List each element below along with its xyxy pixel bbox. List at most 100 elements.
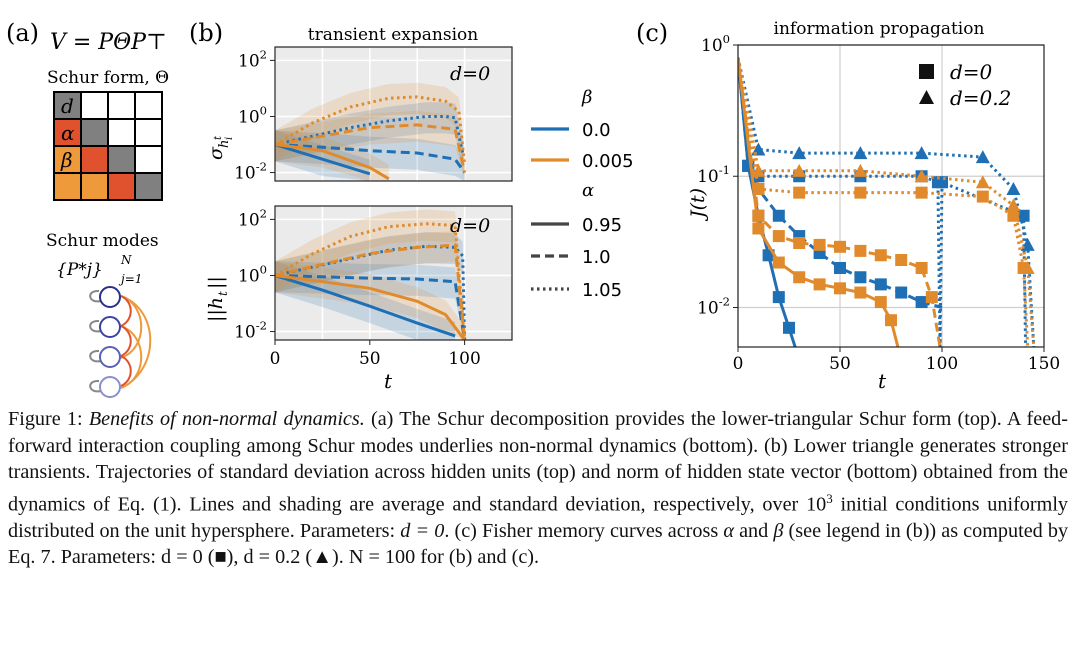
c-marker-triangle xyxy=(1006,181,1021,195)
c-marker-square xyxy=(874,296,887,309)
caption-beta: β xyxy=(773,519,784,542)
series-beta0.0-alpha0.95 xyxy=(275,143,371,176)
series-beta0.005-alpha1.0 xyxy=(275,243,467,340)
panel-a-equation: V = PΘP⊤ xyxy=(50,30,167,55)
legend-square-marker xyxy=(919,64,934,79)
c-marker-square xyxy=(793,186,806,199)
c-marker-triangle xyxy=(853,146,868,160)
c-marker-triangle xyxy=(914,169,929,183)
caption-N: N = 100 for (b) and (c). xyxy=(348,546,540,569)
feedforward-arc-1-3 xyxy=(120,295,143,359)
series-beta0.0-alpha0.95 xyxy=(275,274,456,338)
legend-alpha-1-label: 1.0 xyxy=(582,247,611,268)
schur-cell-upper-0-1 xyxy=(80,91,109,120)
b-bottom-frame xyxy=(274,205,513,341)
c-xtick-label: 50 xyxy=(829,354,851,374)
std-band-beta0.005-alpha0.95 xyxy=(275,130,389,181)
caption-title: Benefits of non-normal dynamics. xyxy=(88,408,365,430)
series-beta0.005-alpha1.05 xyxy=(275,222,467,340)
xtick-label: 100 xyxy=(448,349,480,369)
c-marker-triangle xyxy=(1020,260,1035,274)
c-plot-bg xyxy=(738,45,1044,347)
schur-cell-sub2-3-1 xyxy=(80,172,109,201)
b-top-axes: 10-2 100 102 d=0 σ h i t xyxy=(205,46,513,184)
c-marker-square xyxy=(915,296,928,309)
c-frame xyxy=(737,44,1045,348)
c-marker-triangle xyxy=(751,163,766,177)
series-beta0.005-alpha1.0 xyxy=(275,123,467,173)
c-marker-square xyxy=(752,182,765,195)
c-ticks: 10-2 10-1 100 0 50 100 150 xyxy=(697,32,1060,374)
c-lines xyxy=(738,57,1036,347)
c-marker-square xyxy=(874,249,887,262)
b-bottom-lines xyxy=(275,222,467,340)
c-marker-square xyxy=(813,278,826,291)
ytick-label: 102 xyxy=(238,206,267,230)
schur-form-title: Schur form, Θ xyxy=(47,68,169,88)
c-marker-square xyxy=(772,230,785,243)
b-top-annotation: d=0 xyxy=(450,63,490,85)
caption-d02: d = 0.2 (▲). xyxy=(243,546,344,569)
self-loop-3 xyxy=(89,349,102,363)
c-marker-square xyxy=(834,261,846,274)
caption-d0-square: d = 0 (■), xyxy=(161,546,239,569)
legend-alpha-title: α xyxy=(582,180,594,201)
feedforward-arc-1-4 xyxy=(120,295,152,389)
feedforward-arc-2-4 xyxy=(120,325,143,389)
c-ytick-label: 10-2 xyxy=(697,294,730,318)
std-band-beta0.005-alpha1.0 xyxy=(275,231,465,340)
schur-modes-sub: j=1 xyxy=(118,272,142,286)
c-marker-square xyxy=(772,291,785,304)
c-marker-square xyxy=(895,286,908,299)
c-marker-triangle xyxy=(975,175,990,189)
b-bottom-annotation: d=0 xyxy=(450,215,490,237)
b-xlabel: t xyxy=(384,369,393,393)
b-bottom-gridlines xyxy=(274,206,512,340)
std-band-beta0.0-alpha1.0 xyxy=(275,130,465,181)
legend-triangle-marker xyxy=(919,90,934,104)
c-marker-square xyxy=(772,209,785,222)
std-band-beta0.005-alpha1.0 xyxy=(275,110,465,181)
ytick-label: 102 xyxy=(238,47,267,71)
std-band-beta0.0-alpha1.05 xyxy=(275,102,463,170)
legend-d02-label: d=0.2 xyxy=(950,86,1011,110)
c-xtick-label: 0 xyxy=(733,354,744,374)
c-ytick-label: 100 xyxy=(701,32,730,56)
std-band-beta0.0-alpha1.05 xyxy=(275,232,465,340)
schur-modes-sup: N xyxy=(120,253,132,267)
legend-beta-title: β xyxy=(581,87,592,108)
caption-text-4: (see legend in (b)) as computed by Eq. 7… xyxy=(8,519,1069,569)
std-band-beta0.0-alpha0.95 xyxy=(275,130,370,181)
c-xlabel: t xyxy=(878,369,887,393)
figure-caption: Figure 1: Benefits of non-normal dynamic… xyxy=(8,406,1068,571)
b-top-ylabel-sub: h xyxy=(217,140,232,148)
schur-cell-upper-1-3 xyxy=(134,118,163,147)
c-marker-square xyxy=(1017,209,1030,222)
ytick-label: 100 xyxy=(238,103,267,127)
c-marker-square xyxy=(854,271,867,284)
panel-c-label: (c) xyxy=(636,19,668,47)
mode-node-3 xyxy=(99,346,121,368)
c-marker-triangle xyxy=(914,146,929,160)
legend-alpha-0-label: 0.95 xyxy=(582,215,622,236)
ytick-label: 10-2 xyxy=(234,319,267,343)
c-marker-square xyxy=(915,186,928,199)
caption-alpha: α xyxy=(723,519,734,542)
c-marker-square xyxy=(772,256,785,269)
caption-text-1: (a) The Schur decomposition provides the… xyxy=(8,408,1068,516)
b-bottom-ylabel-norm: ||h xyxy=(205,297,227,322)
c-marker-square xyxy=(834,282,846,295)
schur-modes-set: {P*j} xyxy=(56,260,103,280)
c-marker-triangle xyxy=(792,163,807,177)
c-marker-triangle xyxy=(1006,198,1021,212)
b-top-ylabel: σ h i t xyxy=(205,135,235,160)
self-loop-2 xyxy=(89,319,102,333)
panel-b-label: (b) xyxy=(189,19,223,47)
caption-exp: 3 xyxy=(826,490,833,506)
c-series-beta0.005-alpha0.95-d0 xyxy=(738,57,900,347)
ytick-label: 10-2 xyxy=(234,160,267,184)
c-marker-square xyxy=(813,238,826,251)
b-bottom-plot-bg xyxy=(275,206,512,340)
b-bottom-ylabel: ||h t || xyxy=(205,276,230,322)
schur-cell-sub2-3-0 xyxy=(53,172,82,201)
